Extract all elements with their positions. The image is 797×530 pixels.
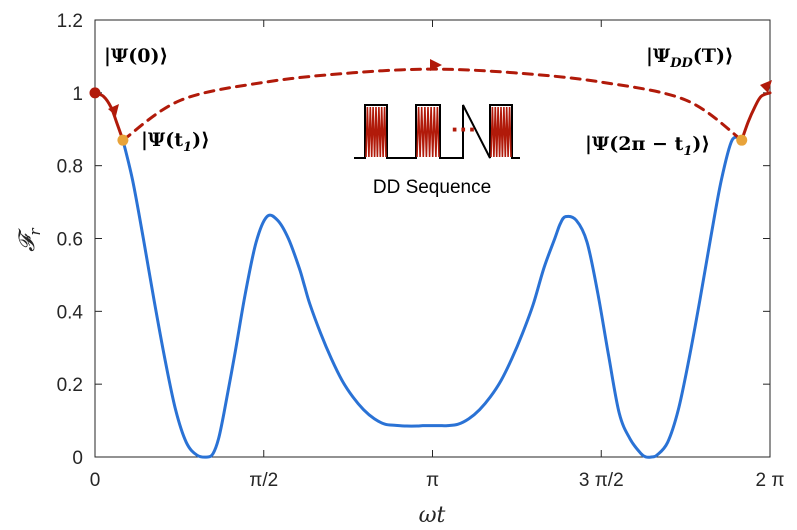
points-layer <box>89 87 748 146</box>
series-line-2 <box>93 91 125 142</box>
y-axis-label: 𝓕r <box>15 227 44 251</box>
annotation-psi-dd-sub: DD <box>669 56 693 71</box>
axis-ticks <box>94 19 771 458</box>
dd-sequence-inset: ··· DD Sequence <box>354 104 520 198</box>
x-tick-label-3: 3 π/2 <box>579 470 624 491</box>
y-tick-label-3: 0.6 <box>57 230 83 251</box>
dd-oscillation-0 <box>365 106 387 158</box>
data-point-0 <box>89 87 101 99</box>
annotation-psi-dd-tail: (T)⟩ <box>693 45 734 67</box>
x-tick-label-4: 2 π <box>756 470 785 491</box>
y-axis-label-sub: r <box>26 227 44 235</box>
dd-dots: ··· <box>451 114 477 144</box>
annotation-psi-t1: |Ψ(t1)⟩ <box>141 129 210 155</box>
data-point-1 <box>117 134 129 146</box>
y-tick-label-5: 1 <box>72 84 83 105</box>
annotation-psi-t1-tail: )⟩ <box>192 129 210 151</box>
arrowhead-right-curve <box>760 80 772 93</box>
dd-pulse-trace <box>354 104 520 159</box>
dd-oscillation-2 <box>490 106 512 158</box>
arrowhead-left-curve <box>108 104 119 116</box>
y-tick-label-4: 0.8 <box>57 157 83 178</box>
x-tick-label-2: π <box>426 470 439 491</box>
annotation-psi-dd-main: |Ψ <box>646 45 671 67</box>
y-tick-label-1: 0.2 <box>57 375 83 396</box>
annotation-psi-2pi-main: |Ψ(2π − t <box>585 133 684 155</box>
x-axis-label: ωt <box>419 503 446 528</box>
series-line-0 <box>121 135 744 459</box>
data-point-2 <box>736 134 748 146</box>
dd-oscillation-1 <box>416 106 440 158</box>
y-tick-label-2: 0.4 <box>57 302 84 323</box>
axis-tick-labels: 0 π/2 π 3 π/2 2 π 0 0.2 0.4 0.6 0.8 1 1.2 <box>57 11 785 491</box>
x-tick-label-0: 0 <box>90 470 101 491</box>
dd-sequence-label: DD Sequence <box>373 177 491 198</box>
annotation-psi-2pi-minus-t1: |Ψ(2π − t1)⟩ <box>585 133 710 159</box>
dd-pulse-oscillations <box>365 106 512 158</box>
plot-area-frame <box>94 19 771 458</box>
annotation-psi-dd: |ΨDD(T)⟩ <box>646 45 734 71</box>
annotation-psi-2pi-tail: )⟩ <box>692 133 710 155</box>
arrowhead-dashed-top <box>430 59 442 71</box>
y-tick-label-6: 1.2 <box>57 11 83 32</box>
annotation-psi-t1-main: |Ψ(t <box>141 129 183 151</box>
series-line-3 <box>740 91 772 142</box>
y-tick-label-0: 0 <box>72 448 83 469</box>
x-tick-label-1: π/2 <box>249 470 278 491</box>
annotation-psi-2pi-sub: 1 <box>683 144 692 159</box>
annotation-psi-0-main: |Ψ(0)⟩ <box>104 45 168 67</box>
annotation-psi-0: |Ψ(0)⟩ <box>104 45 168 67</box>
annotation-psi-t1-sub: 1 <box>183 140 192 155</box>
